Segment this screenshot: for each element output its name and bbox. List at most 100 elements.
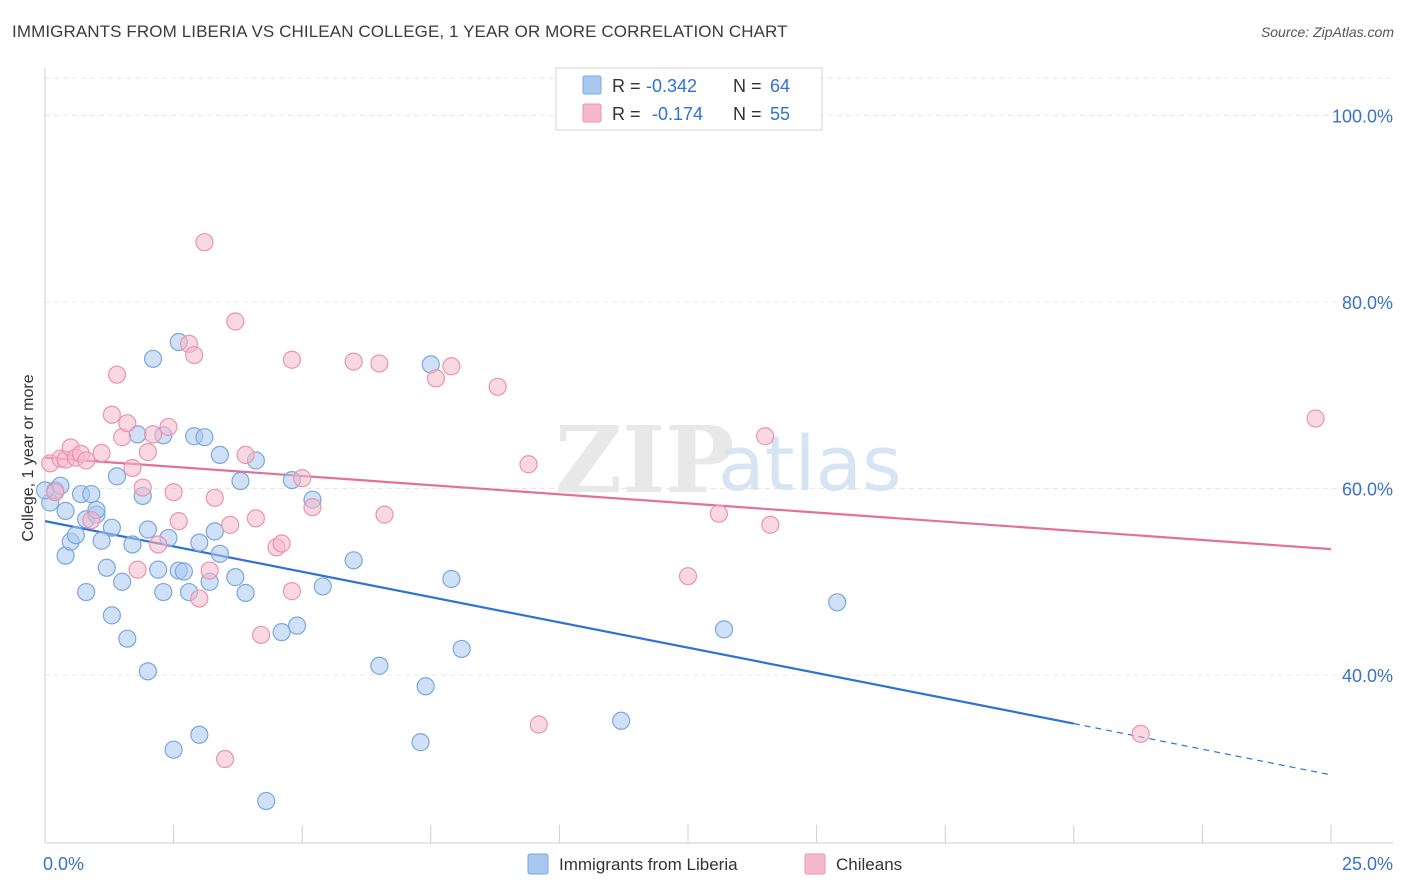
point-chileans xyxy=(185,345,204,365)
legend-r-value: -0.174 xyxy=(652,104,703,124)
point-chileans xyxy=(159,417,178,437)
point-chileans xyxy=(282,582,302,601)
point-liberia xyxy=(287,616,307,635)
point-chileans xyxy=(1131,724,1150,743)
point-chileans xyxy=(149,535,168,554)
point-liberia xyxy=(828,593,847,612)
point-liberia xyxy=(138,662,157,681)
point-liberia xyxy=(210,544,229,563)
chart-title: IMMIGRANTS FROM LIBERIA VS CHILEAN COLLE… xyxy=(12,22,788,41)
point-chileans xyxy=(236,445,255,465)
series-legend-label-chileans: Chileans xyxy=(836,855,902,874)
point-chileans xyxy=(344,352,363,371)
point-chileans xyxy=(221,515,240,534)
point-liberia xyxy=(442,569,461,589)
point-liberia xyxy=(190,725,209,744)
source-label: Source: ZipAtlas.com xyxy=(1260,24,1394,40)
point-liberia xyxy=(210,445,229,465)
point-chileans xyxy=(128,560,147,579)
point-chileans xyxy=(205,488,224,507)
point-liberia xyxy=(92,531,111,550)
point-liberia xyxy=(205,522,224,541)
point-liberia xyxy=(190,533,209,552)
point-chileans xyxy=(709,504,728,523)
series-legend: Immigrants from Liberia Chileans xyxy=(527,853,902,875)
series-legend-label-liberia: Immigrants from Liberia xyxy=(559,855,738,874)
point-liberia xyxy=(102,606,121,625)
point-liberia xyxy=(118,629,137,648)
point-liberia xyxy=(107,467,127,486)
series-legend-swatch-chileans xyxy=(804,853,826,875)
point-liberia xyxy=(56,501,75,520)
y-tick-label: 80.0% xyxy=(1342,293,1393,313)
axes xyxy=(44,68,1393,844)
series-legend-swatch-liberia xyxy=(527,853,549,875)
legend-swatch-chileans xyxy=(582,103,602,123)
watermark-atlas: atlas xyxy=(718,419,902,508)
point-liberia xyxy=(195,428,214,447)
point-liberia xyxy=(236,583,255,603)
point-chileans xyxy=(370,354,389,373)
point-liberia xyxy=(612,711,631,730)
point-chileans xyxy=(164,483,183,502)
point-liberia xyxy=(313,577,332,596)
point-chileans xyxy=(272,534,291,553)
legend-swatch-liberia xyxy=(582,75,602,95)
point-chileans xyxy=(426,369,446,388)
y-tick-label: 60.0% xyxy=(1342,479,1393,499)
point-chileans xyxy=(442,357,461,376)
point-liberia xyxy=(714,620,734,639)
point-chileans xyxy=(226,312,245,331)
point-liberia xyxy=(164,740,183,759)
point-chileans xyxy=(143,425,163,444)
legend-n-value: 64 xyxy=(770,76,790,96)
point-liberia xyxy=(123,535,142,554)
point-chileans xyxy=(303,498,322,517)
stats-legend: R = -0.342 N = 64 R = -0.174 N = 55 xyxy=(555,67,823,131)
point-liberia xyxy=(416,677,435,696)
point-liberia xyxy=(231,471,250,491)
legend-r-label: R = xyxy=(612,104,646,124)
point-chileans xyxy=(200,561,219,580)
point-chileans xyxy=(761,515,780,534)
point-chileans xyxy=(375,505,394,524)
point-liberia xyxy=(272,623,291,642)
point-chileans xyxy=(169,512,188,531)
point-chileans xyxy=(77,451,96,470)
point-liberia xyxy=(370,656,389,675)
point-chileans xyxy=(293,469,312,488)
point-chileans xyxy=(756,427,775,446)
point-chileans xyxy=(195,233,214,252)
point-chileans xyxy=(123,458,142,478)
point-chileans xyxy=(282,350,302,369)
point-chileans xyxy=(190,589,209,608)
point-liberia xyxy=(149,560,168,579)
y-tick-label: 100.0% xyxy=(1332,106,1393,126)
legend-r-label: R = xyxy=(612,76,646,96)
point-chileans xyxy=(46,483,65,502)
point-chileans xyxy=(118,414,137,433)
y-axis-label: College, 1 year or more xyxy=(20,374,37,541)
point-liberia xyxy=(154,582,173,602)
point-liberia xyxy=(82,484,101,504)
legend-r-value: -0.342 xyxy=(646,76,697,96)
point-liberia xyxy=(97,558,116,577)
point-chileans xyxy=(215,749,235,769)
point-chileans xyxy=(519,455,538,474)
x-tick-label: 25.0% xyxy=(1342,854,1393,874)
point-liberia xyxy=(102,518,121,537)
point-liberia xyxy=(344,551,363,570)
trend-line-liberia-extension xyxy=(1073,722,1332,776)
point-liberia xyxy=(411,733,430,752)
point-chileans xyxy=(82,511,101,530)
point-liberia xyxy=(138,520,157,539)
y-tick-label: 40.0% xyxy=(1342,666,1393,686)
legend-n-label: N = xyxy=(733,76,767,96)
point-chileans xyxy=(92,443,111,463)
point-chileans xyxy=(102,405,121,424)
point-chileans xyxy=(488,377,507,396)
data-points xyxy=(35,233,1325,811)
point-liberia xyxy=(66,526,85,545)
point-liberia xyxy=(257,791,276,811)
